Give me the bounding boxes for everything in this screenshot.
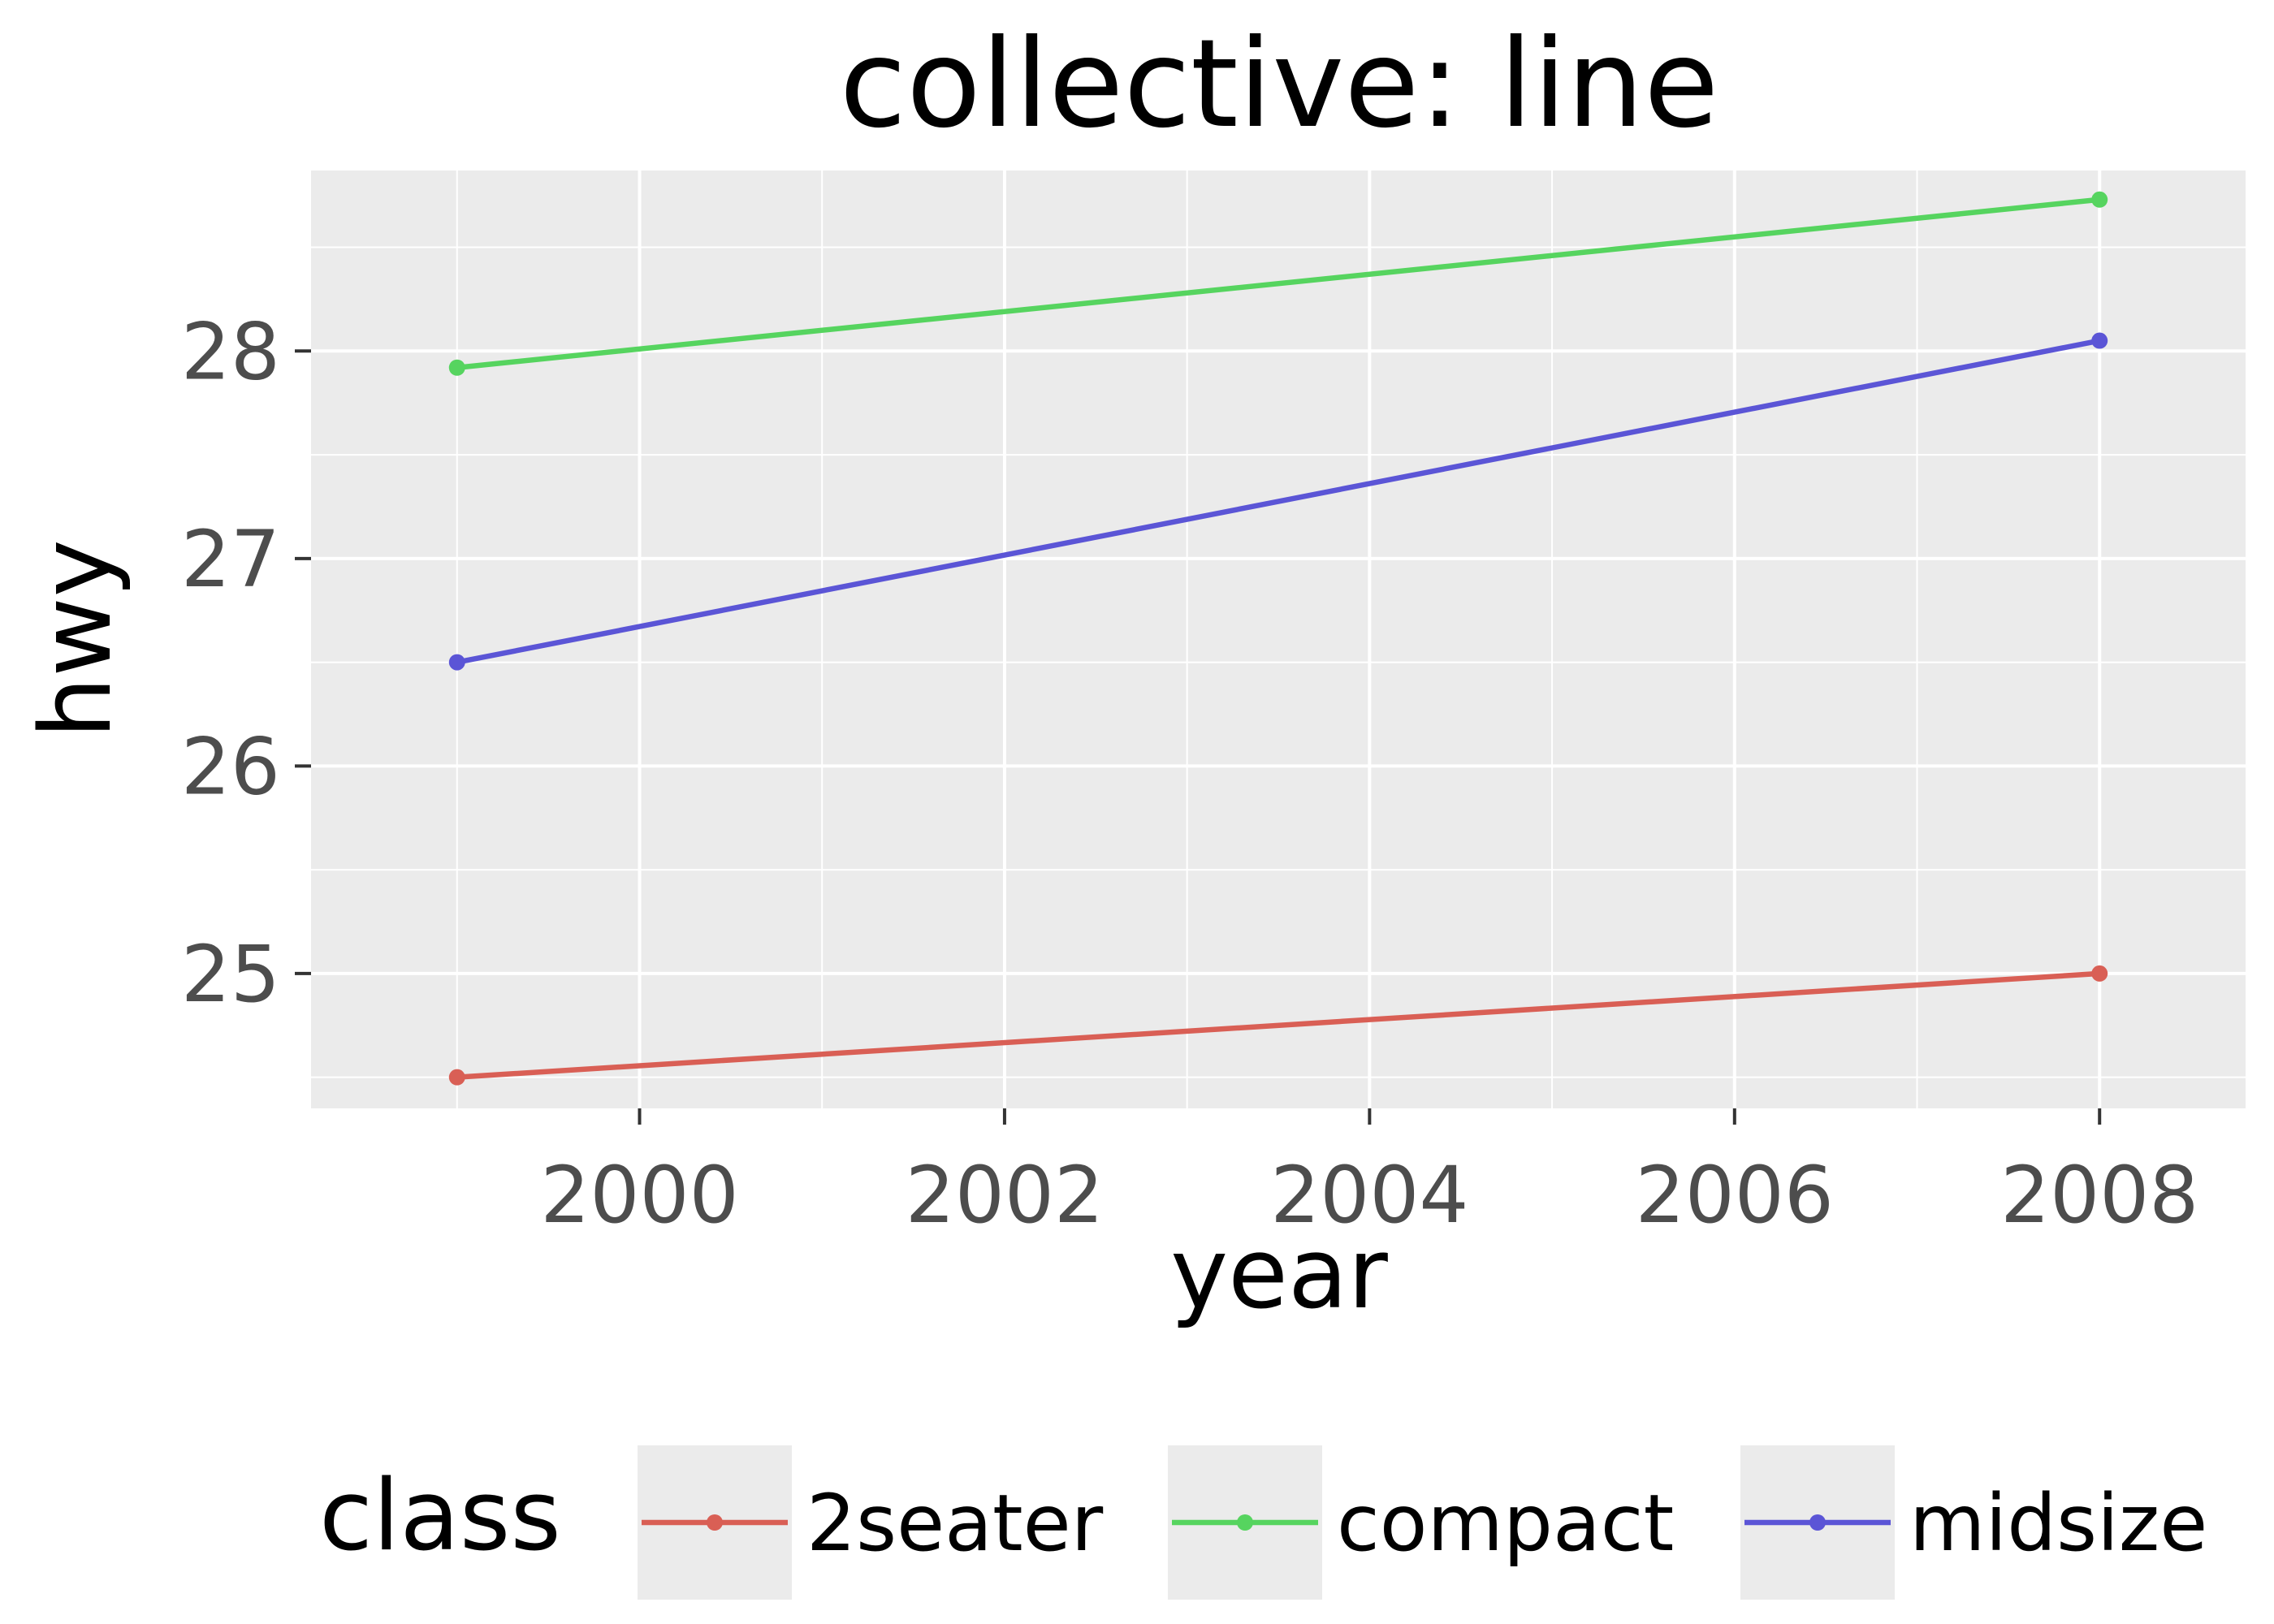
y-axis: 25 26 27 28 (181, 306, 311, 1020)
legend-item-compact: compact (1168, 1445, 1674, 1600)
plot-panel (311, 171, 2246, 1108)
legend-item-midsize: midsize (1740, 1445, 2207, 1600)
legend-key-point (1809, 1514, 1826, 1531)
y-tick-label: 28 (181, 306, 280, 397)
legend-title: class (319, 1460, 561, 1573)
data-point-2seater (2091, 965, 2108, 982)
grid-minor (311, 171, 2246, 1108)
x-tick-label: 2004 (1270, 1150, 1468, 1241)
x-axis-title: year (1170, 1218, 1388, 1331)
chart-title: collective: line (840, 14, 1719, 155)
legend-label: 2seater (806, 1478, 1104, 1569)
series-line-midsize (456, 338, 2100, 665)
legend-label: compact (1337, 1478, 1674, 1569)
legend-label: midsize (1909, 1478, 2207, 1569)
series-line-compact (456, 197, 2100, 370)
y-tick-label: 26 (181, 721, 280, 812)
data-point-2seater (448, 1069, 465, 1086)
data-point-midsize (448, 654, 465, 671)
x-tick-label: 2000 (540, 1150, 738, 1241)
y-tick-label: 25 (181, 929, 280, 1020)
x-axis: 2000 2002 2004 2006 2008 (540, 1108, 2198, 1241)
legend-key-point (1237, 1514, 1253, 1531)
x-tick-label: 2002 (906, 1150, 1104, 1241)
legend-key-point (707, 1514, 723, 1531)
data-point-midsize (2091, 332, 2108, 349)
series-layer (448, 191, 2108, 1086)
data-point-compact (2091, 191, 2108, 208)
legend: class 2seater compact midsize (319, 1445, 2207, 1600)
y-axis-title: hwy (20, 539, 133, 738)
x-tick-label: 2006 (1636, 1150, 1834, 1241)
data-point-compact (448, 359, 465, 376)
x-tick-label: 2008 (2000, 1150, 2198, 1241)
y-tick-label: 27 (181, 514, 280, 605)
legend-item-2seater: 2seater (638, 1445, 1104, 1600)
series-line-2seater (456, 970, 2100, 1080)
